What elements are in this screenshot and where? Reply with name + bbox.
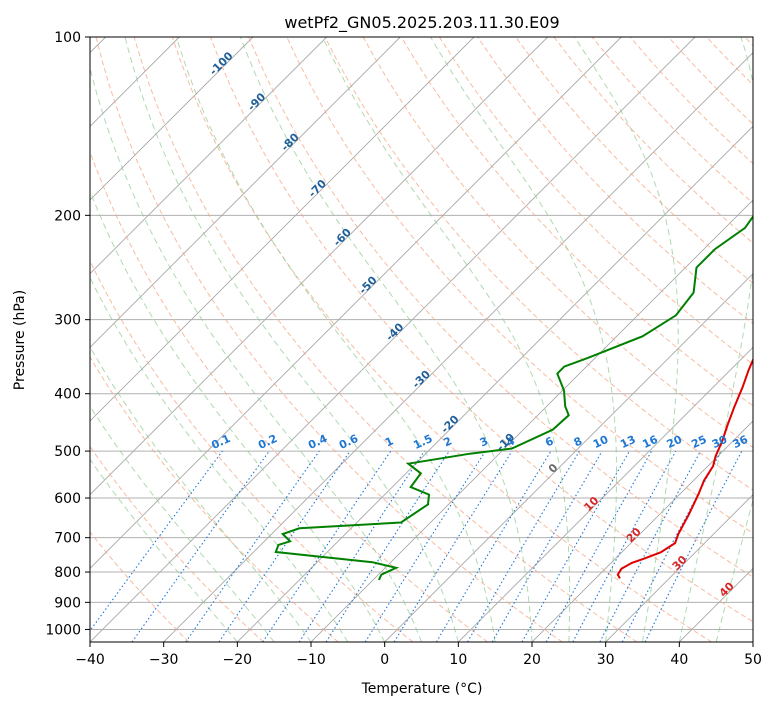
isotherm-line: [384, 273, 753, 642]
y-tick-label: 700: [54, 531, 81, 547]
isotherm-line: [90, 37, 622, 569]
dry-adiabat-line: [90, 531, 190, 642]
x-tick-label: −30: [149, 652, 179, 668]
isotherm-line: [90, 37, 475, 422]
chart-title: wetPf2_GN05.2025.203.11.30.E09: [284, 13, 559, 33]
isotherm-line: [163, 52, 753, 642]
mixing-ratio-line: [393, 450, 513, 642]
y-axis: 100 200 300 400 500 600 700 800 900 1000: [45, 30, 90, 638]
temperature-profile-line: [616, 357, 753, 579]
mixing-ratio-line: [131, 450, 270, 642]
dry-adiabat-line: [90, 259, 414, 642]
x-tick-label: 30: [597, 652, 615, 668]
dry-adiabat-line: [438, 37, 753, 366]
moist-adiabat-line: [715, 498, 753, 642]
dry-adiabat-line: [90, 150, 488, 642]
dewpoint-profile-line: [274, 214, 753, 581]
y-tick-label: 800: [54, 565, 81, 581]
moist-adiabat-line: [574, 37, 679, 642]
mixing-ratio-line: [218, 450, 351, 642]
dry-adiabat-line: [400, 37, 753, 407]
x-tick-label: −10: [296, 652, 326, 668]
background-lines: [90, 37, 753, 642]
dry-adiabat-line: [248, 37, 753, 578]
mixing-ratio-line: [185, 450, 320, 642]
mixing-ratio-line: [572, 450, 677, 642]
isotherm-line: [605, 494, 753, 642]
dry-adiabat-line: [210, 37, 753, 623]
moist-adiabat-line: [90, 189, 386, 642]
dry-adiabat-line: [95, 37, 563, 642]
y-tick-label: 400: [54, 387, 81, 403]
moist-adiabat-line: [90, 345, 312, 642]
mixing-ratio-line: [644, 450, 743, 642]
mixing-ratio-line: [262, 450, 392, 642]
y-tick-label: 500: [54, 444, 81, 460]
isotherm-line: [90, 37, 548, 496]
mixing-ratio-line: [90, 450, 223, 632]
moist-adiabat-line: [678, 37, 753, 642]
isotherm-line: [90, 37, 254, 201]
mixing-ratio-line: [298, 450, 425, 642]
isotherm-line: [90, 37, 327, 275]
moist-adiabat-line: [90, 405, 275, 642]
mixing-ratio-label: 10: [591, 433, 611, 451]
x-axis-label: Temperature (°C): [361, 681, 483, 697]
moist-adiabat-line: [90, 276, 349, 642]
mixing-ratio-label: 36: [731, 433, 751, 451]
dry-adiabat-line: [90, 356, 339, 642]
moist-adiabat-line: [124, 37, 459, 642]
x-tick-label: 10: [449, 652, 467, 668]
moist-adiabat-line: [90, 65, 422, 642]
dry-adiabat-line: [90, 445, 264, 642]
x-tick-label: −20: [223, 652, 253, 668]
moist-adiabat-line: [430, 37, 617, 642]
x-axis: −40 −30 −20 −10 0 10 20 30 40 50: [75, 642, 762, 668]
x-tick-label: 20: [523, 652, 541, 668]
isotherm-line: [531, 420, 753, 642]
dry-adiabat-line: [133, 37, 638, 642]
mixing-ratio-label: 25: [689, 433, 708, 451]
x-tick-label: 50: [744, 652, 762, 668]
plot-frame: [89, 36, 754, 643]
mixing-ratio-label: 20: [665, 433, 685, 451]
isotherm-line: [458, 346, 753, 642]
isotherm-line: [90, 37, 401, 348]
y-tick-label: 100: [54, 30, 81, 46]
moist-adiabat-line: [322, 37, 571, 642]
moist-adiabat-line: [175, 37, 496, 642]
mixing-ratio-label: 16: [640, 433, 660, 451]
dry-adiabat-line: [515, 37, 753, 284]
mixing-ratio-line: [521, 450, 630, 642]
y-tick-label: 1000: [45, 622, 81, 638]
y-tick-label: 900: [54, 595, 81, 611]
dry-adiabat-line: [324, 37, 753, 491]
moist-adiabat-line: [90, 458, 238, 642]
moist-adiabat-line: [239, 37, 533, 642]
x-tick-label: −40: [75, 652, 105, 668]
x-tick-label: 0: [380, 652, 389, 668]
mixing-ratio-label: 30: [710, 433, 730, 451]
y-axis-label: Pressure (hPa): [12, 290, 28, 390]
x-tick-label: 40: [670, 652, 688, 668]
isotherm-line: [237, 125, 753, 642]
y-tick-label: 200: [54, 208, 81, 224]
mixing-ratio-line: [545, 450, 653, 642]
mixing-ratio-label: 13: [618, 433, 637, 451]
dry-adiabat-line: [171, 37, 712, 642]
series-lines: [274, 214, 753, 581]
y-tick-label: 600: [54, 491, 81, 507]
y-tick-label: 300: [54, 313, 81, 329]
